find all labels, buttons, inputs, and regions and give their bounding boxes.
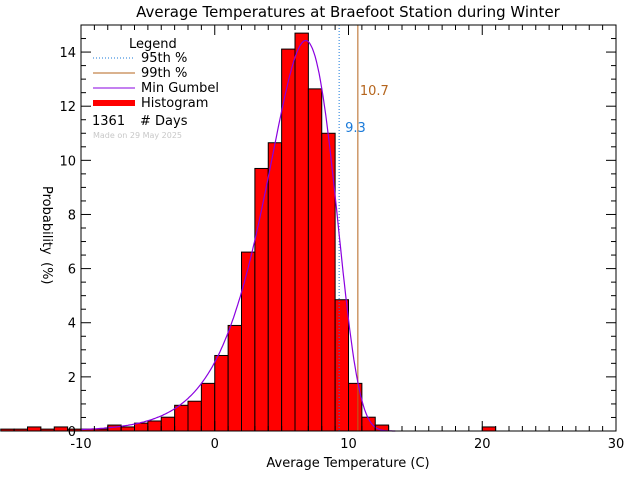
histogram-bar — [227, 324, 242, 432]
y-tick-label: 10 — [59, 154, 76, 169]
percentile-labels: 9.3 10.7 — [345, 84, 389, 136]
histogram-bar — [334, 299, 349, 432]
legend-entry-label: Histogram — [141, 96, 208, 111]
x-tick-label: -10 — [70, 437, 91, 452]
legend-entry-label: 99th % — [141, 66, 187, 81]
histogram-bar — [13, 428, 28, 432]
percentile-label-95: 9.3 — [345, 121, 366, 136]
x-axis: -10 0 10 20 30 — [70, 25, 624, 452]
histogram-bar — [267, 142, 283, 432]
histogram-bar — [481, 426, 497, 432]
histogram-bar — [160, 416, 176, 432]
y-tick-label: 8 — [68, 208, 76, 223]
y-tick-label: 14 — [59, 46, 76, 61]
x-tick-label: 0 — [211, 437, 219, 452]
histogram-bar — [174, 404, 189, 432]
y-axis-label-line1: Probability — [39, 186, 54, 255]
histogram-bar — [281, 48, 296, 432]
histogram-bar — [0, 428, 15, 432]
x-tick-label: 10 — [340, 437, 357, 452]
gumbel-curve-group — [81, 39, 396, 432]
legend-entry-label: Min Gumbel — [141, 81, 219, 96]
histogram-bar — [120, 426, 135, 432]
histogram-bar — [27, 426, 42, 432]
percentile-label-99: 10.7 — [360, 84, 389, 99]
y-tick-label: 12 — [59, 100, 76, 115]
x-axis-label: Average Temperature (C) — [266, 456, 429, 471]
y-tick-label: 6 — [68, 263, 76, 278]
gumbel-curve — [81, 39, 396, 432]
histogram-bar — [134, 422, 149, 432]
histogram-bar — [241, 251, 256, 432]
x-tick-label: 20 — [474, 437, 491, 452]
histogram-bar — [147, 420, 162, 432]
histogram-bar — [307, 88, 323, 432]
histogram-bar — [40, 428, 55, 432]
y-axis: 0 2 4 6 8 10 12 14 — [59, 24, 616, 440]
y-tick-label: 4 — [68, 317, 76, 332]
percentile-lines — [338, 25, 359, 431]
histogram-bar — [214, 354, 229, 432]
x-tick-label: 30 — [608, 437, 625, 452]
histogram-bar — [200, 382, 216, 432]
y-tick-label: 2 — [68, 371, 76, 386]
histogram-bar — [294, 32, 309, 432]
chart-title: Average Temperatures at Braefoot Station… — [136, 3, 561, 21]
histogram-bar — [187, 400, 202, 432]
legend-count-label: # Days — [140, 114, 188, 129]
legend-title: Legend — [129, 37, 177, 52]
legend-entry-label: 95th % — [141, 51, 187, 66]
histogram-bar — [53, 426, 69, 432]
y-axis-label-line2: (%) — [39, 262, 54, 285]
legend-count-value: 1361 — [92, 114, 125, 129]
y-tick-label: 0 — [68, 425, 76, 440]
made-on-note: Made on 29 May 2025 — [93, 131, 182, 140]
